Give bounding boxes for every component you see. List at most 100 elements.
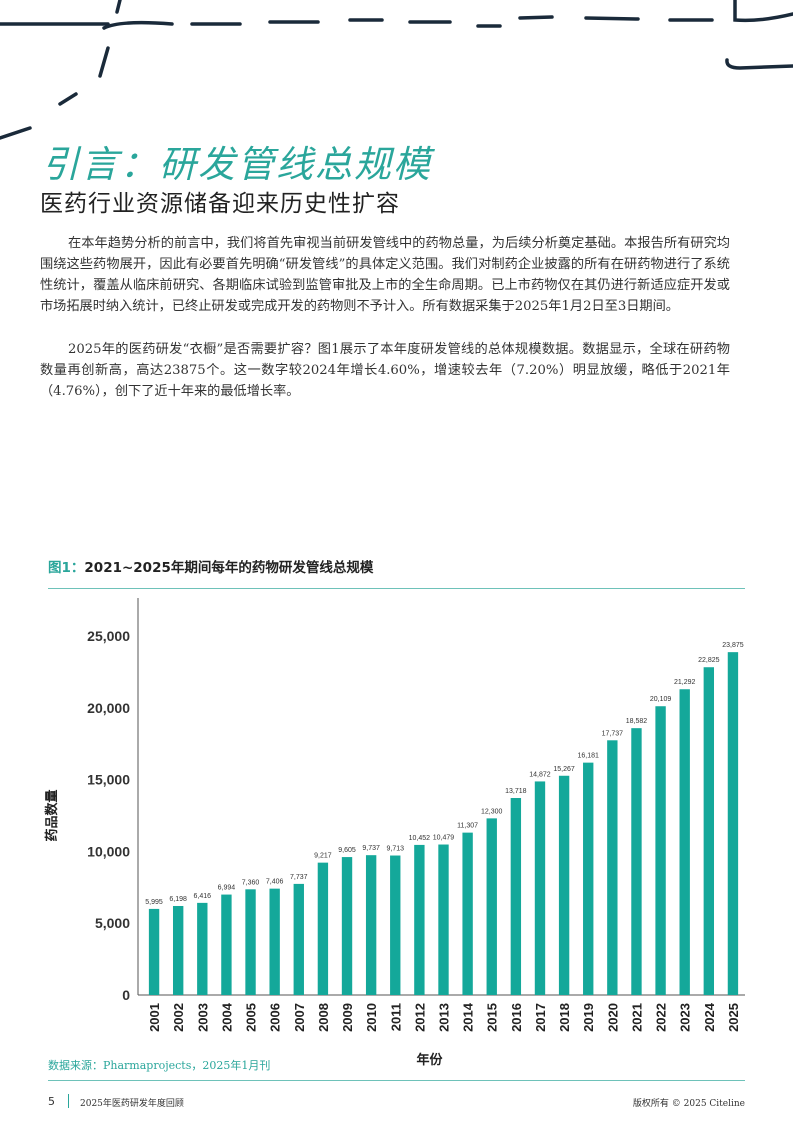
- bar-value-label: 21,292: [674, 679, 696, 686]
- bar-value-label: 12,300: [481, 808, 503, 815]
- footer-report-name: 2025年医药研发年度回顾: [80, 1099, 184, 1109]
- bar-chart: 0 5,000 10,000 15,000 20,000 25,000 药品数量 5,995 2…: [44, 598, 745, 1068]
- bar: [221, 894, 232, 995]
- bar-value-label: 10,479: [433, 835, 455, 842]
- bar: [438, 844, 449, 995]
- bar: [365, 855, 377, 995]
- x-tick-label: 2018: [557, 1003, 572, 1032]
- x-tick-label: 2014: [461, 1002, 476, 1032]
- bar-value-label: 14,872: [529, 771, 551, 778]
- bar: [148, 908, 160, 995]
- bar: [245, 889, 256, 995]
- bar-value-label: 7,406: [266, 879, 284, 886]
- bar-value-label: 6,416: [194, 893, 212, 900]
- x-tick-label: 2011: [388, 1003, 403, 1031]
- bar-value-label: 16,181: [578, 753, 600, 760]
- bar-value-label: 7,737: [290, 874, 308, 881]
- bar: [486, 818, 497, 995]
- bar: [197, 902, 208, 995]
- x-tick-label: 2024: [702, 1002, 717, 1032]
- x-tick-label: 2019: [581, 1003, 596, 1032]
- x-tick-label: 2017: [533, 1003, 548, 1032]
- bar-value-label: 18,582: [626, 718, 648, 725]
- y-tick-label: 20,000: [87, 700, 130, 716]
- decorative-dashes: [0, 0, 793, 140]
- figure-caption: 图1：2021~2025年期间每年的药物研发管线总规模: [48, 556, 373, 576]
- bar-value-label: 20,109: [650, 696, 672, 703]
- figure-rule-top: [48, 588, 745, 589]
- bar: [655, 706, 666, 995]
- bar: [462, 832, 473, 995]
- figure-rule-bottom: [48, 1080, 745, 1081]
- x-tick-label: 2006: [268, 1003, 283, 1032]
- bar: [583, 762, 594, 995]
- bar: [679, 689, 690, 995]
- bar-value-label: 22,825: [698, 657, 720, 664]
- y-tick-label: 0: [122, 987, 130, 1003]
- bar-value-label: 9,737: [362, 845, 380, 852]
- x-tick-label: 2022: [654, 1003, 669, 1032]
- bar-value-label: 17,737: [602, 730, 624, 737]
- bar-value-label: 15,267: [553, 766, 575, 773]
- bar-value-label: 9,605: [338, 847, 356, 854]
- x-tick-label: 2008: [316, 1003, 331, 1032]
- bar: [534, 781, 546, 995]
- y-tick-label: 10,000: [87, 843, 130, 859]
- bar-value-label: 6,198: [169, 896, 187, 903]
- bar-value-label: 9,713: [386, 846, 404, 853]
- body-paragraph-1: 在本年趋势分析的前言中，我们将首先审视当前研发管线中的药物总量，为后续分析奠定基…: [40, 233, 730, 317]
- x-tick-label: 2013: [437, 1003, 452, 1032]
- bar: [317, 862, 329, 995]
- x-tick-label: 2007: [292, 1003, 307, 1032]
- bar-value-label: 10,452: [409, 835, 431, 842]
- bar: [703, 667, 715, 995]
- bar-value-label: 23,875: [722, 642, 744, 649]
- y-tick-label: 5,000: [95, 915, 130, 931]
- y-tick-label: 25,000: [87, 628, 130, 644]
- x-tick-label: 2002: [171, 1003, 186, 1032]
- bar: [172, 905, 184, 995]
- bar: [390, 855, 401, 995]
- bar-value-label: 11,307: [457, 823, 478, 830]
- bar: [341, 857, 353, 995]
- figure-source: 数据来源：Pharmaprojects，2025年1月刊: [48, 1059, 271, 1072]
- bar-value-label: 7,360: [242, 879, 260, 886]
- footer-copyright: 版权所有 © 2025 Citeline: [632, 1099, 745, 1109]
- x-axis-title: 年份: [416, 1052, 443, 1068]
- y-axis-title: 药品数量: [44, 789, 60, 841]
- bar: [510, 798, 522, 995]
- bar: [269, 888, 280, 995]
- bar: [727, 652, 739, 995]
- bar-value-label: 13,718: [505, 788, 527, 795]
- bar: [293, 883, 304, 995]
- page-number: 5: [48, 1095, 55, 1108]
- x-tick-label: 2016: [509, 1003, 524, 1032]
- x-tick-label: 2004: [219, 1002, 234, 1032]
- paragraph-text: 2025年的医药研发“衣橱”是否需要扩容？图1展示了本年度研发管线的总体规模数据…: [40, 342, 730, 399]
- paragraph-text: 在本年趋势分析的前言中，我们将首先审视当前研发管线中的药物总量，为后续分析奠定基…: [40, 236, 730, 314]
- page-subtitle: 医药行业资源储备迎来历史性扩容: [40, 191, 400, 217]
- body-paragraph-2: 2025年的医药研发“衣橱”是否需要扩容？图1展示了本年度研发管线的总体规模数据…: [40, 339, 730, 402]
- x-tick-label: 2005: [244, 1003, 259, 1032]
- bar: [414, 844, 425, 995]
- bar: [631, 728, 642, 995]
- footer-divider: [68, 1094, 69, 1108]
- bar: [607, 740, 618, 995]
- figure-title: 2021~2025年期间每年的药物研发管线总规模: [84, 560, 374, 576]
- x-tick-label: 2021: [629, 1003, 644, 1032]
- bar: [558, 775, 570, 995]
- x-tick-label: 2009: [340, 1003, 355, 1032]
- x-tick-label: 2003: [195, 1003, 210, 1032]
- x-tick-label: 2023: [678, 1003, 693, 1032]
- x-tick-label: 2025: [726, 1003, 741, 1032]
- page-title: 引言：研发管线总规模: [42, 143, 432, 186]
- figure-label: 图1：: [48, 560, 85, 576]
- x-tick-label: 2001: [147, 1003, 162, 1032]
- bar-value-label: 6,994: [218, 885, 236, 892]
- x-tick-label: 2015: [485, 1003, 500, 1032]
- y-tick-label: 15,000: [87, 772, 130, 788]
- x-tick-label: 2010: [364, 1003, 379, 1032]
- bar-value-label: 9,217: [314, 853, 332, 860]
- x-tick-label: 2020: [605, 1003, 620, 1032]
- x-tick-label: 2012: [412, 1003, 427, 1032]
